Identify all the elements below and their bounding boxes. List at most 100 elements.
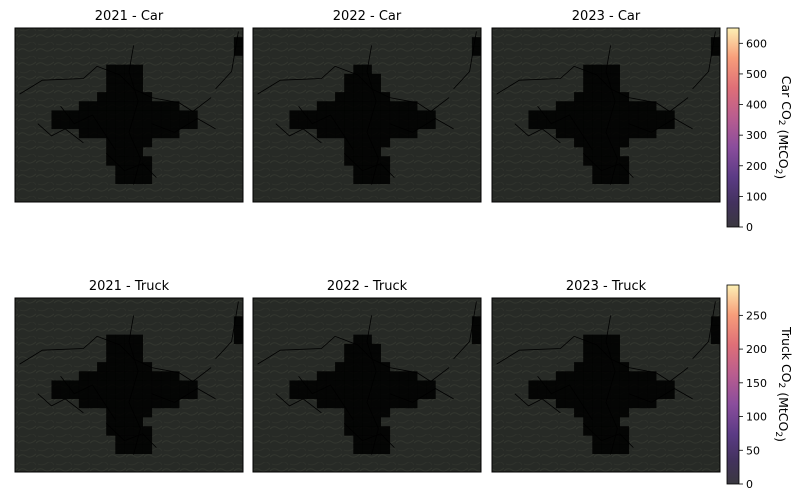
heat-cell [115,73,125,84]
colorbar-tick-label: 250 [746,309,767,322]
heat-cell [380,156,391,166]
heat-cell [353,101,363,111]
heat-cell [353,435,363,445]
heat-cell [592,426,602,436]
heat-cell [362,426,372,436]
heat-cell [592,137,602,148]
heat-cell [142,101,153,111]
heat-cell [471,325,482,335]
heat-cell [637,380,648,390]
colorbar-label: Truck CO2 (MtCO2) [773,326,794,442]
heat-cell [124,343,134,354]
heat-cell [398,371,409,381]
heat-cell [51,380,61,390]
heat-cell [87,119,98,130]
heat-cell [371,371,381,381]
heat-cell [537,380,548,390]
heat-cell [601,137,611,148]
heat-cell [87,398,98,409]
heat-cell [555,371,566,381]
heat-cell [362,444,372,454]
heat-cell [106,110,116,120]
colorbar-label: Car CO2 (MtCO2) [773,76,794,180]
heat-cell [665,389,675,400]
heat-cell [115,165,125,175]
heat-cell [133,137,143,148]
heat-cell [601,82,611,93]
heat-cell [601,407,611,418]
heat-cell [528,389,538,400]
heat-cell [344,426,354,436]
heat-cell [610,165,620,175]
heat-cell [115,444,125,454]
heat-cell [619,389,630,400]
heat-cell [353,147,363,157]
heat-cell [353,73,363,84]
heat-cell [124,380,134,390]
heat-cell [69,119,80,130]
heat-cell [316,380,327,390]
heat-cell [69,380,80,390]
heat-cell [619,119,630,130]
heat-cell [133,371,143,381]
heat-cell [344,101,354,111]
heat-cell [316,101,327,111]
heat-cell [170,110,180,120]
heat-cell [142,371,153,381]
heat-cell [555,101,566,111]
admin-boundaries [496,301,716,455]
heat-cell [601,362,611,372]
heat-cell [353,174,363,184]
heat-cell [362,92,372,102]
heat-cell [106,82,116,93]
heat-cell [380,101,391,111]
heat-cell [528,119,538,130]
heat-cell [353,371,363,381]
heat-cell [628,128,639,139]
heat-cell [133,119,143,130]
colorbar-gradient [726,27,740,228]
heat-cell [583,119,593,130]
heat-cell [583,362,593,372]
heat-cell [583,389,593,400]
heat-cell [78,101,89,111]
heat-cell [106,389,116,400]
heat-cell [380,389,391,400]
heat-cell [188,110,198,120]
heat-cell [344,362,354,372]
heat-cell [574,137,584,148]
heat-cell [601,417,611,427]
colorbar-tick-label: 200 [746,343,767,356]
panel-title: 2022 - Car [333,9,402,24]
heat-cell [610,147,620,157]
heat-cell [371,174,381,184]
heat-cell [610,352,620,363]
heat-cell [316,110,327,120]
heat-cell [106,128,116,139]
heat-cell [610,444,620,454]
heat-cell [233,316,244,326]
map-panel-truck-2023: 2023 - Truck [491,279,721,473]
heat-cell [142,389,153,400]
heat-cell [710,325,721,335]
heat-cell [610,110,620,120]
heat-cell [601,73,611,84]
heat-cell [656,110,666,120]
heat-cell [371,343,381,354]
heat-cell [583,110,593,120]
heat-cell [656,119,666,130]
heat-cell [362,110,372,120]
heat-cell [583,128,593,139]
panel-title: 2023 - Car [572,9,641,24]
heat-cell [592,82,602,93]
heat-cell [124,147,134,157]
heat-cell [233,334,244,345]
heat-cell [628,398,639,409]
heat-cell [170,101,180,111]
heat-cell [619,128,630,139]
colorbar-tick-label: 100 [746,190,767,203]
heat-cell [362,343,372,354]
heat-cell [628,371,639,381]
heat-cell [78,110,89,120]
heat-cell [124,444,134,454]
